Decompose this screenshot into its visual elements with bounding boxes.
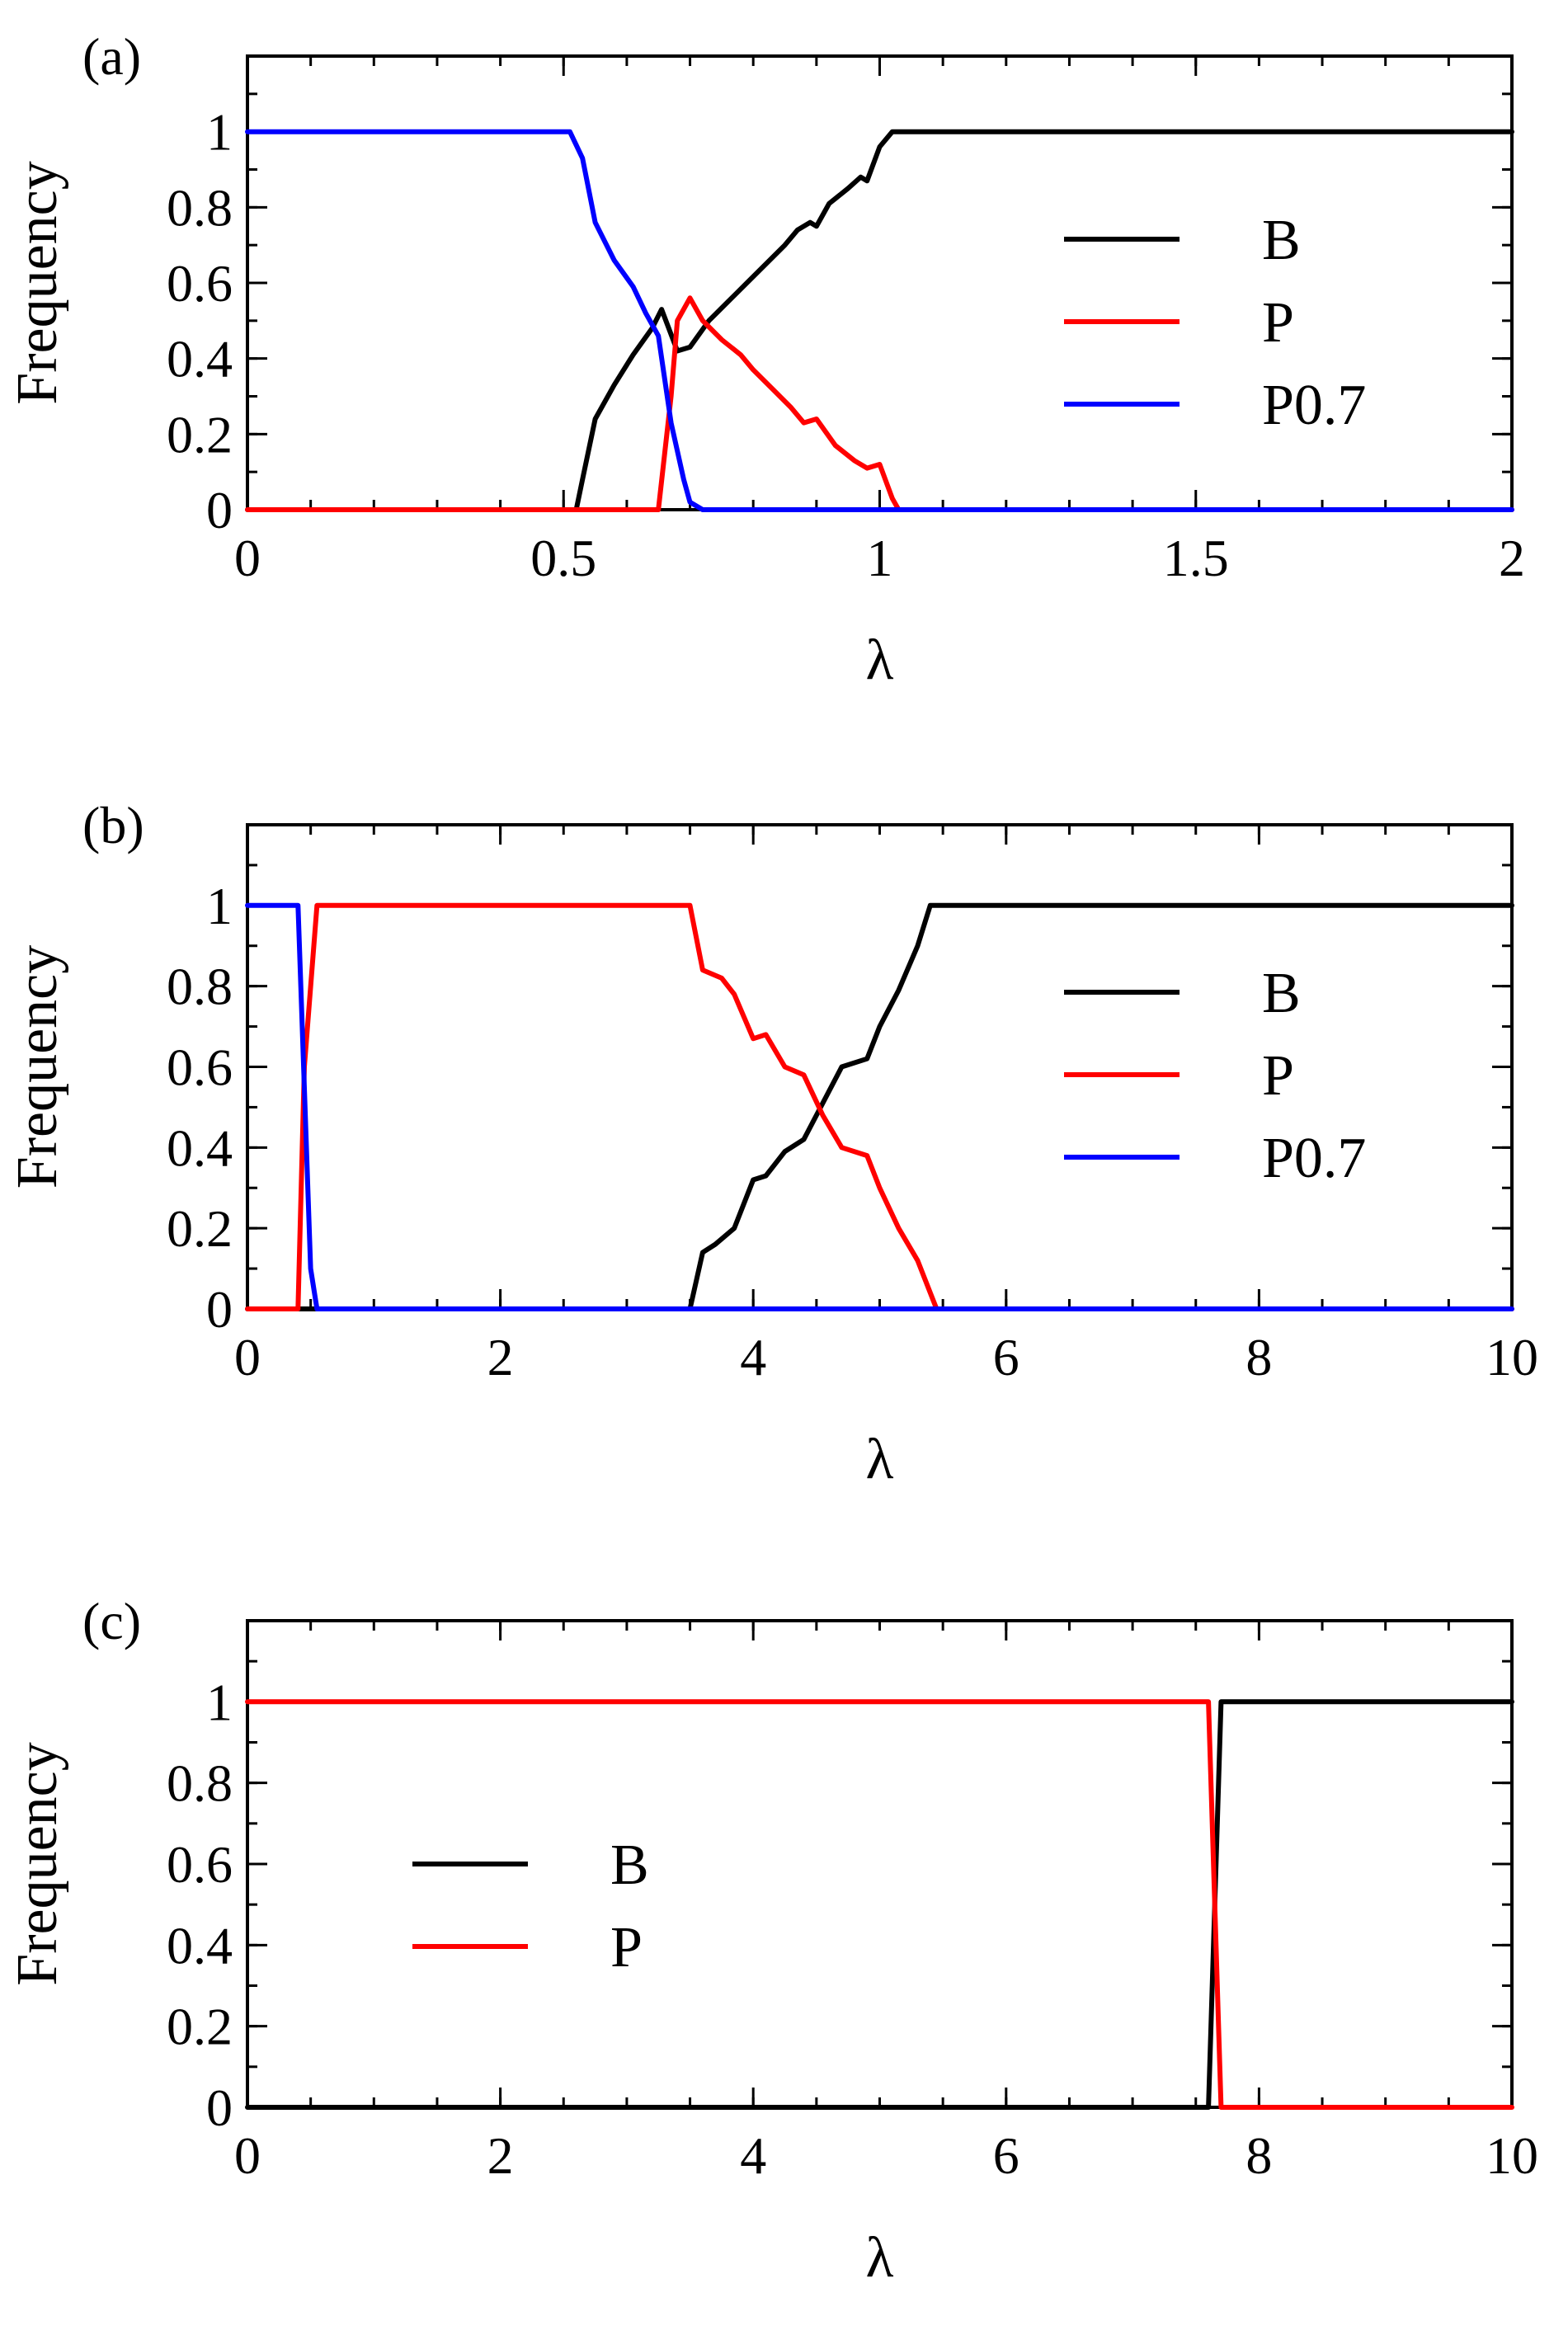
series-line-p <box>245 295 1514 512</box>
x-tick-label: 2 <box>487 2126 514 2185</box>
legend-label: P <box>1262 1044 1294 1108</box>
x-axis-title: λ <box>866 628 894 692</box>
y-tick-label: 0.2 <box>167 405 233 464</box>
x-tick-label: 8 <box>1245 1328 1272 1386</box>
y-tick-label: 0.6 <box>167 1835 233 1894</box>
x-tick-label: 6 <box>993 1328 1019 1386</box>
series-line-p <box>245 1699 1514 2110</box>
legend-label: P <box>1262 291 1294 355</box>
x-axis-title: λ <box>866 2226 894 2290</box>
y-tick-label: 0 <box>206 1280 233 1339</box>
y-tick-label: 0.4 <box>167 1916 233 1975</box>
y-tick-label: 1 <box>206 1673 233 1731</box>
y-tick-label: 1 <box>206 103 233 162</box>
x-tick-label: 2 <box>487 1328 514 1386</box>
legend-label: P <box>610 1916 643 1979</box>
legend-label: P0.7 <box>1262 1127 1366 1190</box>
x-tick-label: 4 <box>740 1328 766 1386</box>
y-tick-label: 0.2 <box>167 1998 233 2056</box>
x-tick-label: 0 <box>234 1328 261 1386</box>
plot-area-frame <box>246 823 1514 1311</box>
legend: BP P0.7 <box>1064 962 1366 1190</box>
x-tick-label: 10 <box>1486 1328 1538 1386</box>
legend-label: B <box>1262 962 1301 1025</box>
chart-panel-1: 0 0.5 1 1.5 2 0 0.2 0.4 0.6 0.8 1 λ Frequency (a) BP P0… <box>6 27 1525 692</box>
y-tick-label: 0.6 <box>167 254 233 313</box>
panel-label: (a) <box>82 27 141 86</box>
y-tick-label: 0.2 <box>167 1199 233 1258</box>
y-axis-title: Frequency <box>6 945 69 1189</box>
y-axis-title: Frequency <box>6 161 69 404</box>
x-axis-title: λ <box>866 1428 894 1491</box>
y-tick-label: 0.6 <box>167 1038 233 1097</box>
x-tick-label: 8 <box>1245 2126 1272 2185</box>
x-tick-label: 10 <box>1486 2126 1538 2185</box>
y-tick-label: 0.4 <box>167 1118 233 1177</box>
series-line-p0-7 <box>245 902 1514 1311</box>
y-axis-title: Frequency <box>6 1742 69 1985</box>
y-tick-label: 1 <box>206 877 233 935</box>
x-tick-label: 0 <box>234 2126 261 2185</box>
y-tick-label: 0.8 <box>167 1754 233 1813</box>
x-tick-label: 0 <box>234 529 261 587</box>
panel-label: (c) <box>82 1592 141 1650</box>
x-tick-label: 0.5 <box>530 529 596 587</box>
x-tick-label: 4 <box>740 2126 766 2185</box>
y-tick-label: 0 <box>206 481 233 539</box>
y-tick-label: 0.8 <box>167 178 233 237</box>
legend-label: B <box>1262 209 1301 272</box>
x-tick-label: 2 <box>1499 529 1525 587</box>
x-tick-label: 1 <box>867 529 893 587</box>
x-tick-label: 1.5 <box>1163 529 1229 587</box>
series-line-p0-7 <box>245 129 1514 512</box>
legend: BP P0.7 <box>1064 209 1366 437</box>
series-line-b <box>245 902 1514 1311</box>
y-tick-label: 0.8 <box>167 958 233 1016</box>
panel-label: (b) <box>82 796 144 854</box>
chart-panel-3: 0 2 4 6 8 10 0 0.2 0.4 0.6 0.8 1 λ Frequency (c) BP <box>6 1592 1538 2290</box>
legend: BP <box>412 1833 649 1979</box>
x-tick-label: 6 <box>993 2126 1019 2185</box>
y-tick-label: 0 <box>206 2078 233 2137</box>
series-line-b <box>245 1699 1514 2110</box>
series-line-p <box>245 902 1514 1311</box>
legend-label: P0.7 <box>1262 374 1366 437</box>
chart-panel-2: 0 2 4 6 8 10 0 0.2 0.4 0.6 0.8 1 λ Frequency (b) BP P0.7 <box>6 796 1538 1491</box>
legend-label: B <box>610 1833 649 1897</box>
plot-area-frame <box>246 54 1514 511</box>
series-line-b <box>245 129 1514 512</box>
y-tick-label: 0.4 <box>167 330 233 388</box>
